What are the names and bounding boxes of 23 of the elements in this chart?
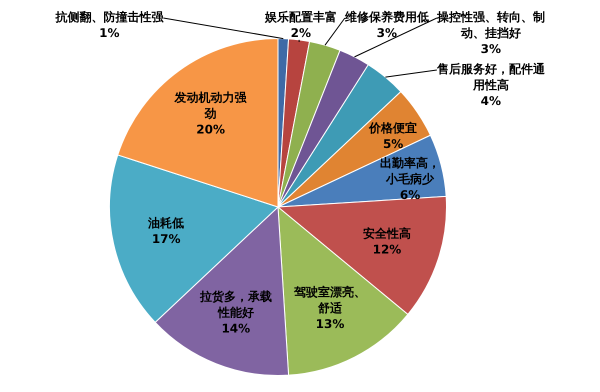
slice-label: 维修保养费用低 <box>344 10 429 24</box>
slice-label: 发动机动力强劲 <box>174 90 248 120</box>
slice-label: 娱乐配置丰富 <box>264 10 337 24</box>
slice-label: 价格便宜 <box>368 121 418 136</box>
data-label: 20% <box>196 122 226 136</box>
slice-label: 操控性强、转向、制动、挂挡好 <box>436 10 545 40</box>
slice-label: 抗侧翻、防撞击性强 <box>54 10 164 24</box>
slice-label: 安全性高 <box>362 226 411 241</box>
data-label: 14% <box>221 322 250 336</box>
data-label: 5% <box>382 137 404 152</box>
slice-label: 驾驶室漂亮、舒适 <box>293 285 366 316</box>
data-label: 12% <box>372 242 402 257</box>
data-label: 3% <box>376 26 398 40</box>
data-label: 4% <box>480 94 502 108</box>
data-label: 1% <box>99 26 120 40</box>
data-label: 13% <box>316 317 344 332</box>
slice-label: 出勤率高，小毛病少 <box>380 156 440 186</box>
data-label: 2% <box>290 26 312 40</box>
slice-label: 拉货多，承载性能好 <box>198 290 272 320</box>
data-label: 3% <box>480 42 502 56</box>
data-label: 17% <box>152 232 181 246</box>
slice-label: 油耗低 <box>147 216 184 230</box>
slice-label: 售后服务好，配件通用性高 <box>436 62 546 92</box>
